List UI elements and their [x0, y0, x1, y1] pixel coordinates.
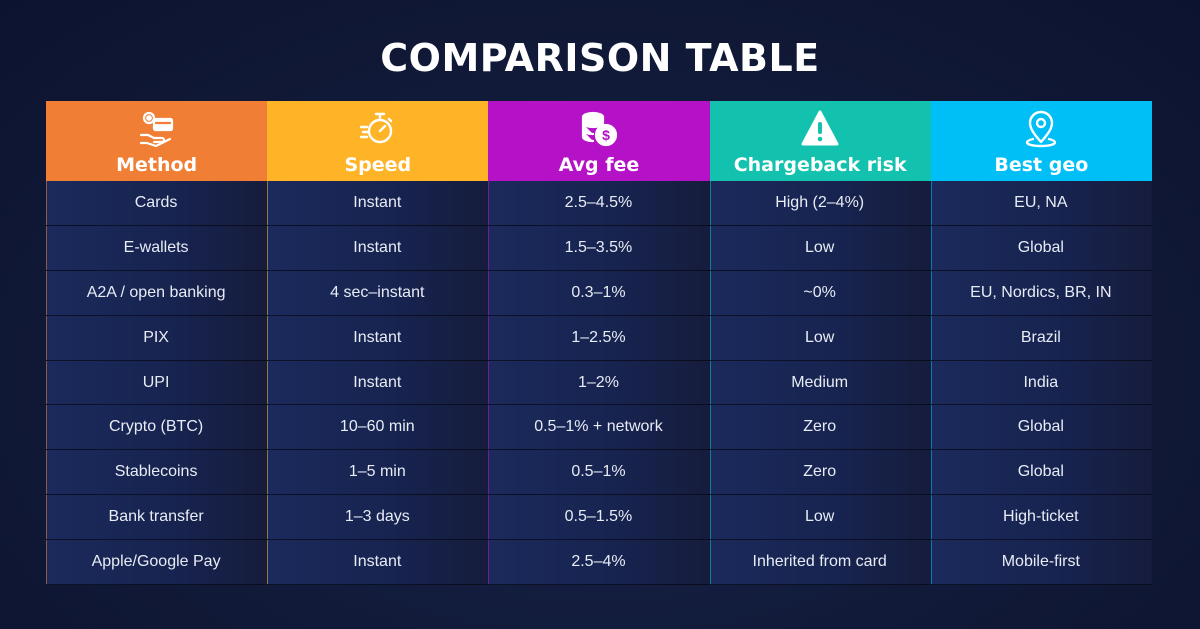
table-cell: 1–3 days	[267, 495, 489, 541]
table-cell: 2.5–4.5%	[488, 181, 710, 226]
table-cell: Global	[930, 405, 1152, 451]
table-cell: Stablecoins	[46, 450, 268, 496]
page-title: COMPARISON TABLE	[380, 36, 820, 80]
table-cell: Instant	[267, 360, 489, 406]
column-header-speed: Speed	[267, 101, 489, 181]
table-cell: 1.5–3.5%	[488, 225, 710, 271]
table-cell: Instant	[267, 225, 489, 271]
table-cell: High (2–4%)	[709, 181, 931, 226]
table-cell: Bank transfer	[46, 495, 268, 541]
svg-text:$: $	[602, 127, 610, 143]
stopwatch-icon	[358, 109, 398, 149]
table-cell: 4 sec–instant	[267, 270, 489, 316]
table-cell: 0.5–1.5%	[488, 495, 710, 541]
table-cell: 0.5–1%	[488, 450, 710, 496]
table-cell: Apple/Google Pay	[46, 540, 268, 586]
table-cell: India	[930, 360, 1152, 406]
table-cell: Inherited from card	[709, 540, 931, 586]
column-header-avg-fee: $ Avg fee	[488, 101, 710, 181]
table-cell: 1–2%	[488, 360, 710, 406]
table-cell: Cards	[46, 181, 268, 226]
table-cell: PIX	[46, 315, 268, 361]
column-avg-fee: $ Avg fee 2.5–4.5% 1.5–3.5% 0.3–1% 1–2.5…	[488, 101, 710, 586]
table-cell: A2A / open banking	[46, 270, 268, 316]
column-chargeback-risk: Chargeback risk High (2–4%) Low ~0% Low …	[709, 101, 931, 586]
table-cell: Zero	[709, 450, 931, 496]
table-cell: Low	[709, 225, 931, 271]
column-header-label: Best geo	[994, 154, 1089, 176]
column-speed: Speed Instant Instant 4 sec–instant Inst…	[267, 101, 489, 586]
coins-icon: $	[579, 109, 619, 149]
table-cell: Crypto (BTC)	[46, 405, 268, 451]
table-cell: Instant	[267, 315, 489, 361]
table-cell: Global	[930, 225, 1152, 271]
table-cell: ~0%	[709, 270, 931, 316]
table-cell: EU, Nordics, BR, IN	[930, 270, 1152, 316]
table-cell: EU, NA	[930, 181, 1152, 226]
table-cell: Brazil	[930, 315, 1152, 361]
table-cell: Instant	[267, 540, 489, 586]
column-header-label: Method	[116, 154, 198, 176]
location-pin-icon	[1021, 109, 1061, 149]
table-cell: Medium	[709, 360, 931, 406]
column-header-label: Chargeback risk	[733, 154, 907, 176]
table-cell: Instant	[267, 181, 489, 226]
column-header-best-geo: Best geo	[930, 101, 1152, 181]
column-header-label: Speed	[344, 154, 412, 176]
column-method: Method Cards E-wallets A2A / open bankin…	[46, 101, 268, 586]
table-cell: 0.3–1%	[488, 270, 710, 316]
table-cell: Low	[709, 315, 931, 361]
comparison-table: Method Cards E-wallets A2A / open bankin…	[46, 101, 1152, 586]
table-cell: Low	[709, 495, 931, 541]
warning-icon	[800, 109, 840, 149]
column-header-method: Method	[46, 101, 268, 181]
table-cell: High-ticket	[930, 495, 1152, 541]
table-cell: 10–60 min	[267, 405, 489, 451]
column-header-label: Avg fee	[558, 154, 640, 176]
table-cell: 2.5–4%	[488, 540, 710, 586]
table-cell: Global	[930, 450, 1152, 496]
table-cell: 0.5–1% + network	[488, 405, 710, 451]
table-cell: E-wallets	[46, 225, 268, 271]
table-cell: Zero	[709, 405, 931, 451]
payment-hand-icon	[137, 109, 177, 149]
table-cell: 1–5 min	[267, 450, 489, 496]
table-cell: 1–2.5%	[488, 315, 710, 361]
table-cell: UPI	[46, 360, 268, 406]
column-best-geo: Best geo EU, NA Global EU, Nordics, BR, …	[930, 101, 1152, 586]
column-header-chargeback-risk: Chargeback risk	[709, 101, 931, 181]
table-cell: Mobile-first	[930, 540, 1152, 586]
